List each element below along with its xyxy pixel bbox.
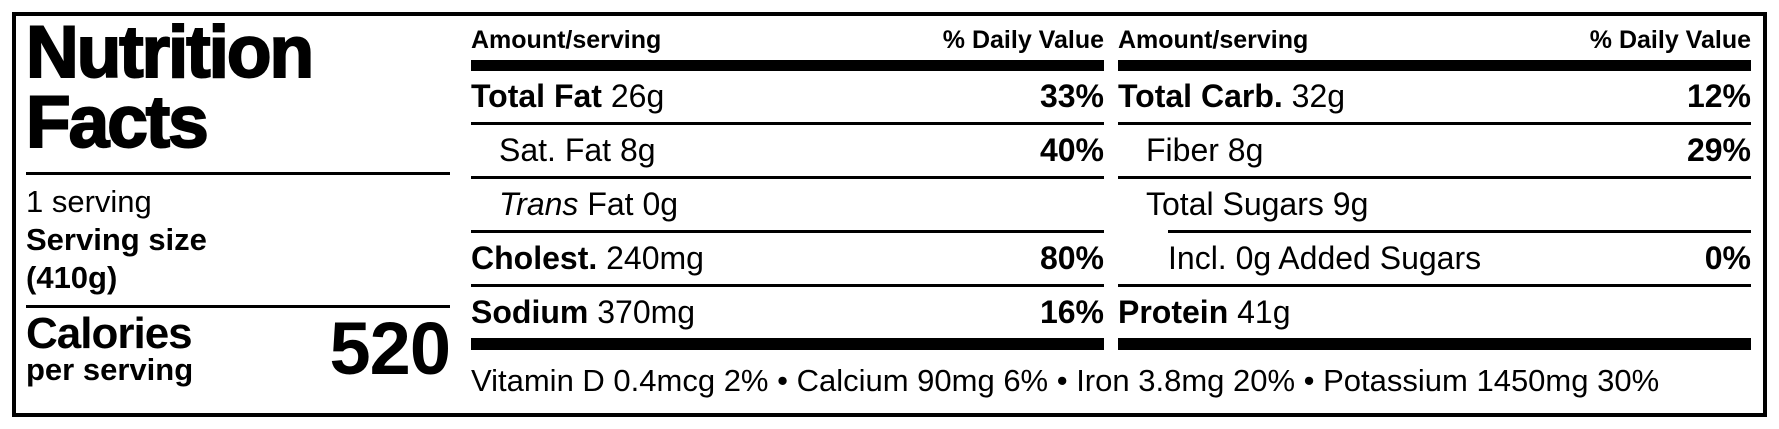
nutrient-name: Sodium bbox=[471, 294, 589, 330]
nutrient-label: Total Carb. 32g bbox=[1118, 78, 1345, 115]
nutrient-row: Sat. Fat 8g 40% bbox=[471, 125, 1104, 176]
nutrient-daily-value: 12% bbox=[1686, 78, 1751, 114]
nutrient-row: Total Fat 26g 33% bbox=[471, 71, 1104, 122]
serving-size-label: Serving size bbox=[26, 222, 207, 257]
nutrient-name: Total Fat bbox=[471, 78, 602, 114]
nutrient-row: Sodium 370mg 16% bbox=[471, 287, 1104, 338]
nutrient-label: Total Sugars 9g bbox=[1146, 186, 1368, 223]
nutrient-row: Total Carb. 32g 12% bbox=[1118, 71, 1751, 122]
divider-rule bbox=[26, 172, 450, 175]
label-title-line1: Nutrition bbox=[25, 12, 315, 93]
nutrient-amount: 32g bbox=[1291, 78, 1346, 114]
row-divider bbox=[1168, 230, 1751, 233]
nutrient-table: Amount/serving % Daily Value Total Fat 26g… bbox=[471, 16, 1751, 399]
header-bar bbox=[471, 60, 1104, 71]
nutrient-column-0: Amount/serving % Daily Value Total Fat 26g… bbox=[471, 16, 1104, 350]
nutrient-label: Sat. Fat 8g bbox=[499, 132, 656, 169]
nutrient-label: Fiber 8g bbox=[1146, 132, 1263, 169]
row-divider bbox=[1118, 176, 1751, 179]
nutrient-columns: Amount/serving % Daily Value Total Fat 26g… bbox=[471, 16, 1751, 350]
nutrient-row: Protein 41g bbox=[1118, 287, 1751, 338]
amount-serving-header: Amount/serving bbox=[1118, 26, 1309, 54]
serving-size-value: (410g) bbox=[26, 260, 118, 295]
nutrient-amount: 8g bbox=[1227, 132, 1264, 168]
nutrient-name: Incl. 0g Added Sugars bbox=[1168, 240, 1482, 276]
nutrient-label: Trans Fat 0g bbox=[499, 186, 678, 223]
nutrient-row: Trans Fat 0g bbox=[471, 179, 1104, 230]
daily-value-header: % Daily Value bbox=[1589, 26, 1751, 54]
nutrient-row: Total Sugars 9g bbox=[1118, 179, 1751, 230]
nutrient-amount: 9g bbox=[1332, 186, 1369, 222]
column-header: Amount/serving % Daily Value bbox=[1118, 16, 1751, 60]
daily-value-header: % Daily Value bbox=[942, 26, 1104, 54]
serving-count: 1 serving bbox=[26, 184, 152, 219]
label-title-line2: Facts bbox=[25, 82, 210, 163]
column-header: Amount/serving % Daily Value bbox=[471, 16, 1104, 60]
row-divider bbox=[1118, 122, 1751, 125]
nutrient-amount: 240mg bbox=[606, 240, 704, 276]
label-left-panel: Nutrition Facts 1 serving Serving size (… bbox=[25, 12, 451, 390]
nutrient-row: Cholest. 240mg 80% bbox=[471, 233, 1104, 284]
nutrient-row: Fiber 8g 29% bbox=[1118, 125, 1751, 176]
nutrient-daily-value: 29% bbox=[1686, 132, 1751, 168]
nutrient-name: Cholest. bbox=[471, 240, 598, 276]
nutrient-daily-value: 0% bbox=[1704, 240, 1751, 276]
nutrient-label: Incl. 0g Added Sugars bbox=[1168, 240, 1481, 277]
nutrition-facts-label: Nutrition Facts 1 serving Serving size (… bbox=[12, 12, 1767, 417]
nutrient-amount: 8g bbox=[619, 132, 656, 168]
row-divider bbox=[1118, 284, 1751, 287]
calories-sublabel: per serving bbox=[26, 352, 194, 387]
row-divider bbox=[471, 230, 1104, 233]
label-title: Nutrition Facts bbox=[25, 12, 450, 163]
bottom-bar bbox=[471, 338, 1104, 350]
nutrient-daily-value: 33% bbox=[1039, 78, 1104, 114]
nutrient-amount: 41g bbox=[1237, 294, 1291, 330]
calories-section: Calories per serving 520 bbox=[26, 307, 451, 390]
nutrient-name: Total Carb. bbox=[1118, 78, 1283, 114]
nutrient-amount: 370mg bbox=[597, 294, 696, 330]
calories-labels: Calories per serving bbox=[26, 309, 194, 387]
calories-value: 520 bbox=[329, 307, 451, 390]
nutrient-label: Sodium 370mg bbox=[471, 294, 695, 331]
nutrient-name: Fiber bbox=[1146, 132, 1219, 168]
nutrient-daily-value: 80% bbox=[1039, 240, 1104, 276]
nutrient-label: Protein 41g bbox=[1118, 294, 1291, 331]
nutrient-daily-value: 16% bbox=[1039, 294, 1104, 330]
row-divider bbox=[471, 176, 1104, 179]
amount-serving-header: Amount/serving bbox=[471, 26, 662, 54]
nutrient-name: Sat. Fat bbox=[499, 132, 612, 168]
divider-rule bbox=[26, 305, 450, 308]
nutrient-amount: Fat 0g bbox=[587, 186, 679, 222]
nutrient-label: Cholest. 240mg bbox=[471, 240, 704, 277]
nutrient-row: Incl. 0g Added Sugars 0% bbox=[1118, 233, 1751, 284]
nutrient-column-1: Amount/serving % Daily Value Total Carb. 3… bbox=[1118, 16, 1751, 350]
nutrient-label: Total Fat 26g bbox=[471, 78, 664, 115]
row-divider bbox=[471, 122, 1104, 125]
serving-info: 1 serving Serving size (410g) bbox=[26, 183, 450, 297]
nutrient-name: Trans bbox=[499, 186, 579, 222]
micronutrients-footnote: Vitamin D 0.4mcg 2% • Calcium 90mg 6% • … bbox=[471, 363, 1660, 398]
nutrient-daily-value: 40% bbox=[1039, 132, 1104, 168]
nutrient-name: Total Sugars bbox=[1146, 186, 1324, 222]
nutrient-name: Protein bbox=[1118, 294, 1229, 330]
calories-label: Calories bbox=[26, 309, 193, 358]
row-divider bbox=[471, 284, 1104, 287]
nutrient-amount: 26g bbox=[610, 78, 665, 114]
bottom-bar bbox=[1118, 338, 1751, 350]
header-bar bbox=[1118, 60, 1751, 71]
